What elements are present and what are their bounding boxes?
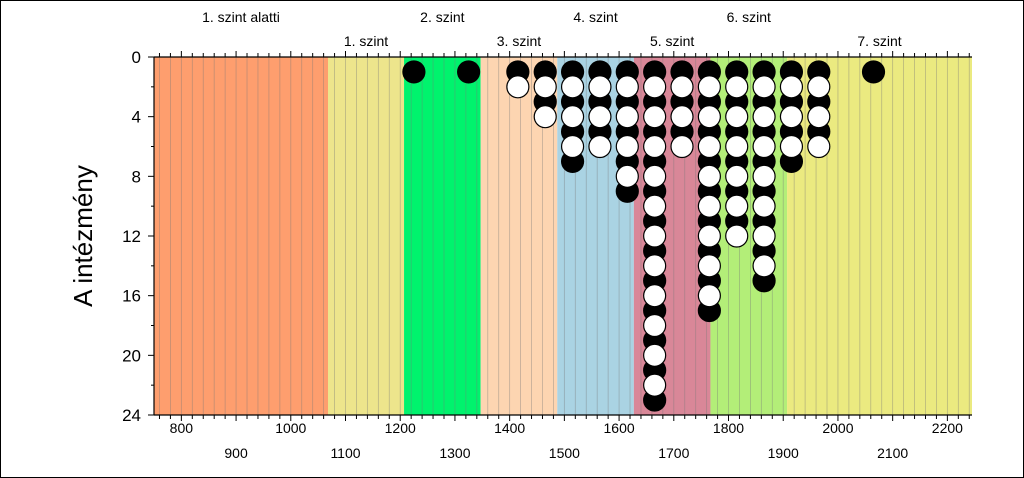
data-point: [458, 61, 480, 83]
data-point: [780, 76, 802, 98]
level-label: 5. szint: [650, 33, 694, 49]
data-point: [808, 76, 830, 98]
data-point: [698, 136, 720, 158]
data-point: [644, 255, 666, 277]
data-point: [698, 285, 720, 307]
data-point: [562, 136, 584, 158]
data-point: [671, 106, 693, 128]
data-point: [562, 76, 584, 98]
data-point: [644, 315, 666, 337]
data-point: [644, 344, 666, 366]
x-tick-label: 1400: [494, 420, 525, 436]
data-point: [698, 225, 720, 247]
data-point: [616, 136, 638, 158]
x-tick-label: 1100: [330, 445, 360, 461]
data-point: [644, 374, 666, 396]
data-point: [753, 136, 775, 158]
data-point: [698, 195, 720, 217]
data-point: [644, 136, 666, 158]
data-point: [671, 136, 693, 158]
data-point: [589, 136, 611, 158]
data-point: [726, 136, 748, 158]
data-point: [644, 76, 666, 98]
x-tick-label: 1700: [658, 445, 689, 461]
data-point: [671, 76, 693, 98]
y-tick-label: 4: [132, 108, 141, 127]
x-tick-label: 1500: [549, 445, 580, 461]
data-point: [698, 76, 720, 98]
data-point: [726, 225, 748, 247]
x-tick-label: 1200: [385, 420, 416, 436]
x-tick-label: 900: [224, 445, 248, 461]
data-point: [698, 165, 720, 187]
data-point: [534, 76, 556, 98]
x-tick-label: 2000: [822, 420, 853, 436]
data-point: [753, 76, 775, 98]
data-point: [698, 255, 720, 277]
data-point: [753, 165, 775, 187]
level-label: 7. szint: [857, 33, 901, 49]
data-point: [616, 106, 638, 128]
data-point: [507, 76, 529, 98]
x-tick-label: 800: [170, 420, 194, 436]
level-label: 6. szint: [727, 9, 771, 25]
data-point: [534, 106, 556, 128]
data-point: [589, 76, 611, 98]
data-point: [753, 106, 775, 128]
x-tick-label: 2100: [877, 445, 908, 461]
data-point: [726, 106, 748, 128]
level-labels: 1. szint alatti 1. szint 2. szint 3. szint 4…: [202, 9, 902, 49]
data-point: [726, 195, 748, 217]
level-label: 4. szint: [573, 9, 617, 25]
data-point: [589, 106, 611, 128]
x-tick-label: 2200: [932, 420, 963, 436]
data-point: [808, 136, 830, 158]
x-tick-label: 1000: [275, 420, 306, 436]
x-tick-label: 1900: [768, 445, 799, 461]
data-point: [808, 106, 830, 128]
data-point: [644, 225, 666, 247]
level-label: 2. szint: [420, 9, 464, 25]
data-point: [726, 76, 748, 98]
data-point: [616, 165, 638, 187]
data-point: [753, 225, 775, 247]
data-point: [644, 165, 666, 187]
data-point: [403, 61, 425, 83]
data-point: [753, 195, 775, 217]
data-point: [780, 136, 802, 158]
data-point: [644, 285, 666, 307]
x-tick-label: 1800: [713, 420, 744, 436]
x-tick-label: 1600: [604, 420, 635, 436]
data-point: [644, 106, 666, 128]
y-tick-label: 16: [122, 287, 141, 306]
data-point: [753, 255, 775, 277]
level-label: 1. szint alatti: [202, 9, 280, 25]
x-tick-label: 1300: [439, 445, 470, 461]
data-point: [698, 106, 720, 128]
y-tick-label: 8: [132, 167, 141, 186]
level-label: 3. szint: [497, 33, 541, 49]
data-point: [644, 195, 666, 217]
y-axis-label: A intézmény: [68, 165, 98, 307]
y-tick-label: 12: [122, 227, 141, 246]
data-point: [726, 165, 748, 187]
data-point: [780, 106, 802, 128]
level-label: 1. szint: [344, 33, 388, 49]
data-point: [562, 106, 584, 128]
data-point: [616, 76, 638, 98]
level-band: [404, 57, 481, 415]
y-tick-label: 0: [132, 48, 141, 67]
y-tick-label: 20: [122, 346, 141, 365]
level-band: [328, 57, 404, 415]
y-tick-label: 24: [122, 406, 141, 425]
data-point: [863, 61, 885, 83]
